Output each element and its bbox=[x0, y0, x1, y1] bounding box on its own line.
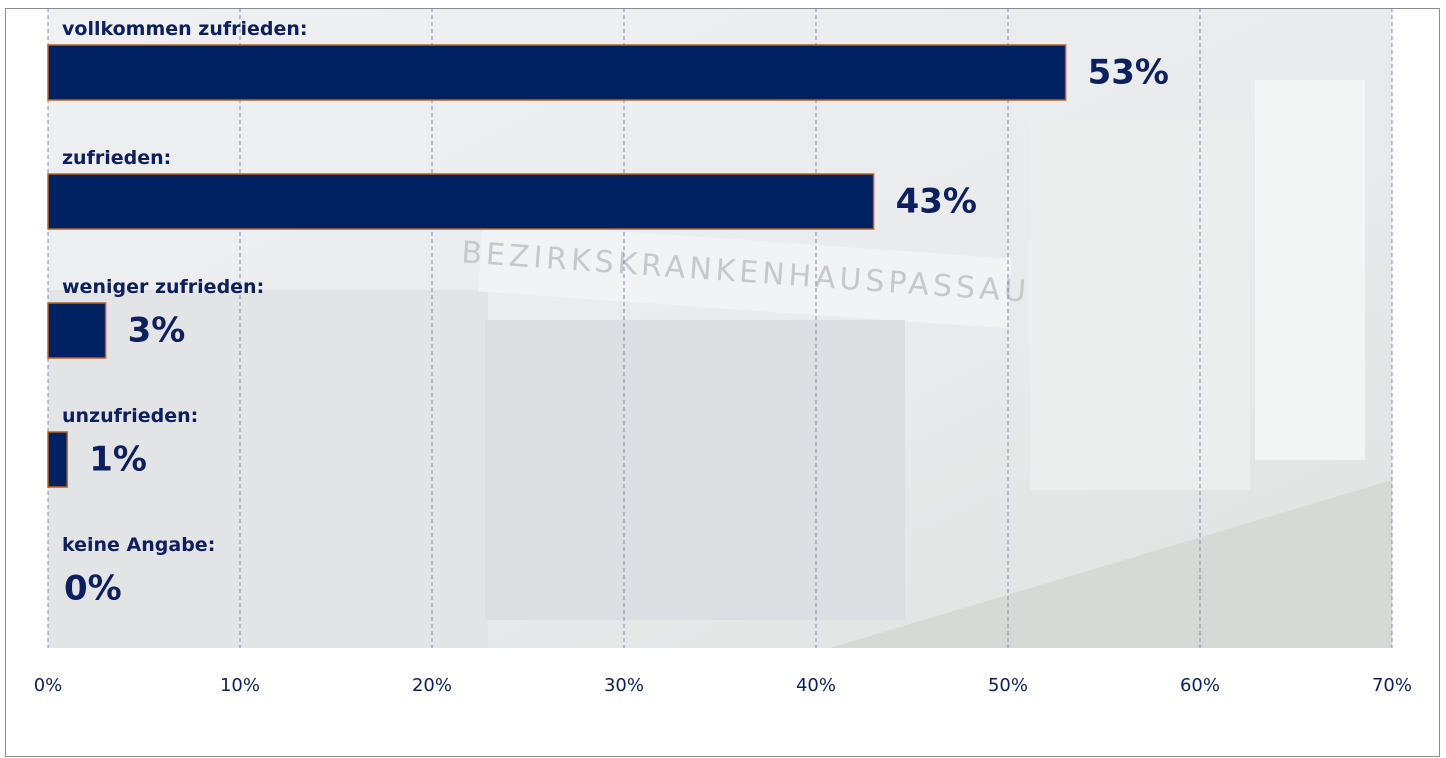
x-tick-label: 10% bbox=[220, 675, 260, 696]
background-photo: BEZIRKSKRANKENHAUSPASSAU bbox=[48, 8, 1392, 648]
x-tick-label: 50% bbox=[988, 675, 1028, 696]
value-label: 3% bbox=[128, 311, 186, 351]
category-label: vollkommen zufrieden: bbox=[62, 18, 308, 40]
chart: BEZIRKSKRANKENHAUSPASSAU 0% 10% 20% 30% 40% 5… bbox=[0, 0, 1446, 758]
value-label: 1% bbox=[89, 440, 147, 480]
value-label: 43% bbox=[896, 182, 977, 222]
bar bbox=[48, 174, 874, 229]
category-label: zufrieden: bbox=[62, 147, 171, 169]
x-tick-label: 30% bbox=[604, 675, 644, 696]
bar bbox=[48, 432, 67, 487]
x-tick-label: 40% bbox=[796, 675, 836, 696]
x-tick-label: 60% bbox=[1180, 675, 1220, 696]
value-label: 0% bbox=[64, 569, 122, 609]
x-tick-label: 70% bbox=[1372, 675, 1412, 696]
x-tick-label: 20% bbox=[412, 675, 452, 696]
category-label: weniger zufrieden: bbox=[62, 276, 264, 298]
value-label: 53% bbox=[1088, 53, 1169, 93]
bar bbox=[48, 303, 106, 358]
category-label: keine Angabe: bbox=[62, 534, 215, 556]
category-label: unzufrieden: bbox=[62, 405, 198, 427]
x-tick-label: 0% bbox=[34, 675, 63, 696]
bar bbox=[48, 45, 1066, 100]
